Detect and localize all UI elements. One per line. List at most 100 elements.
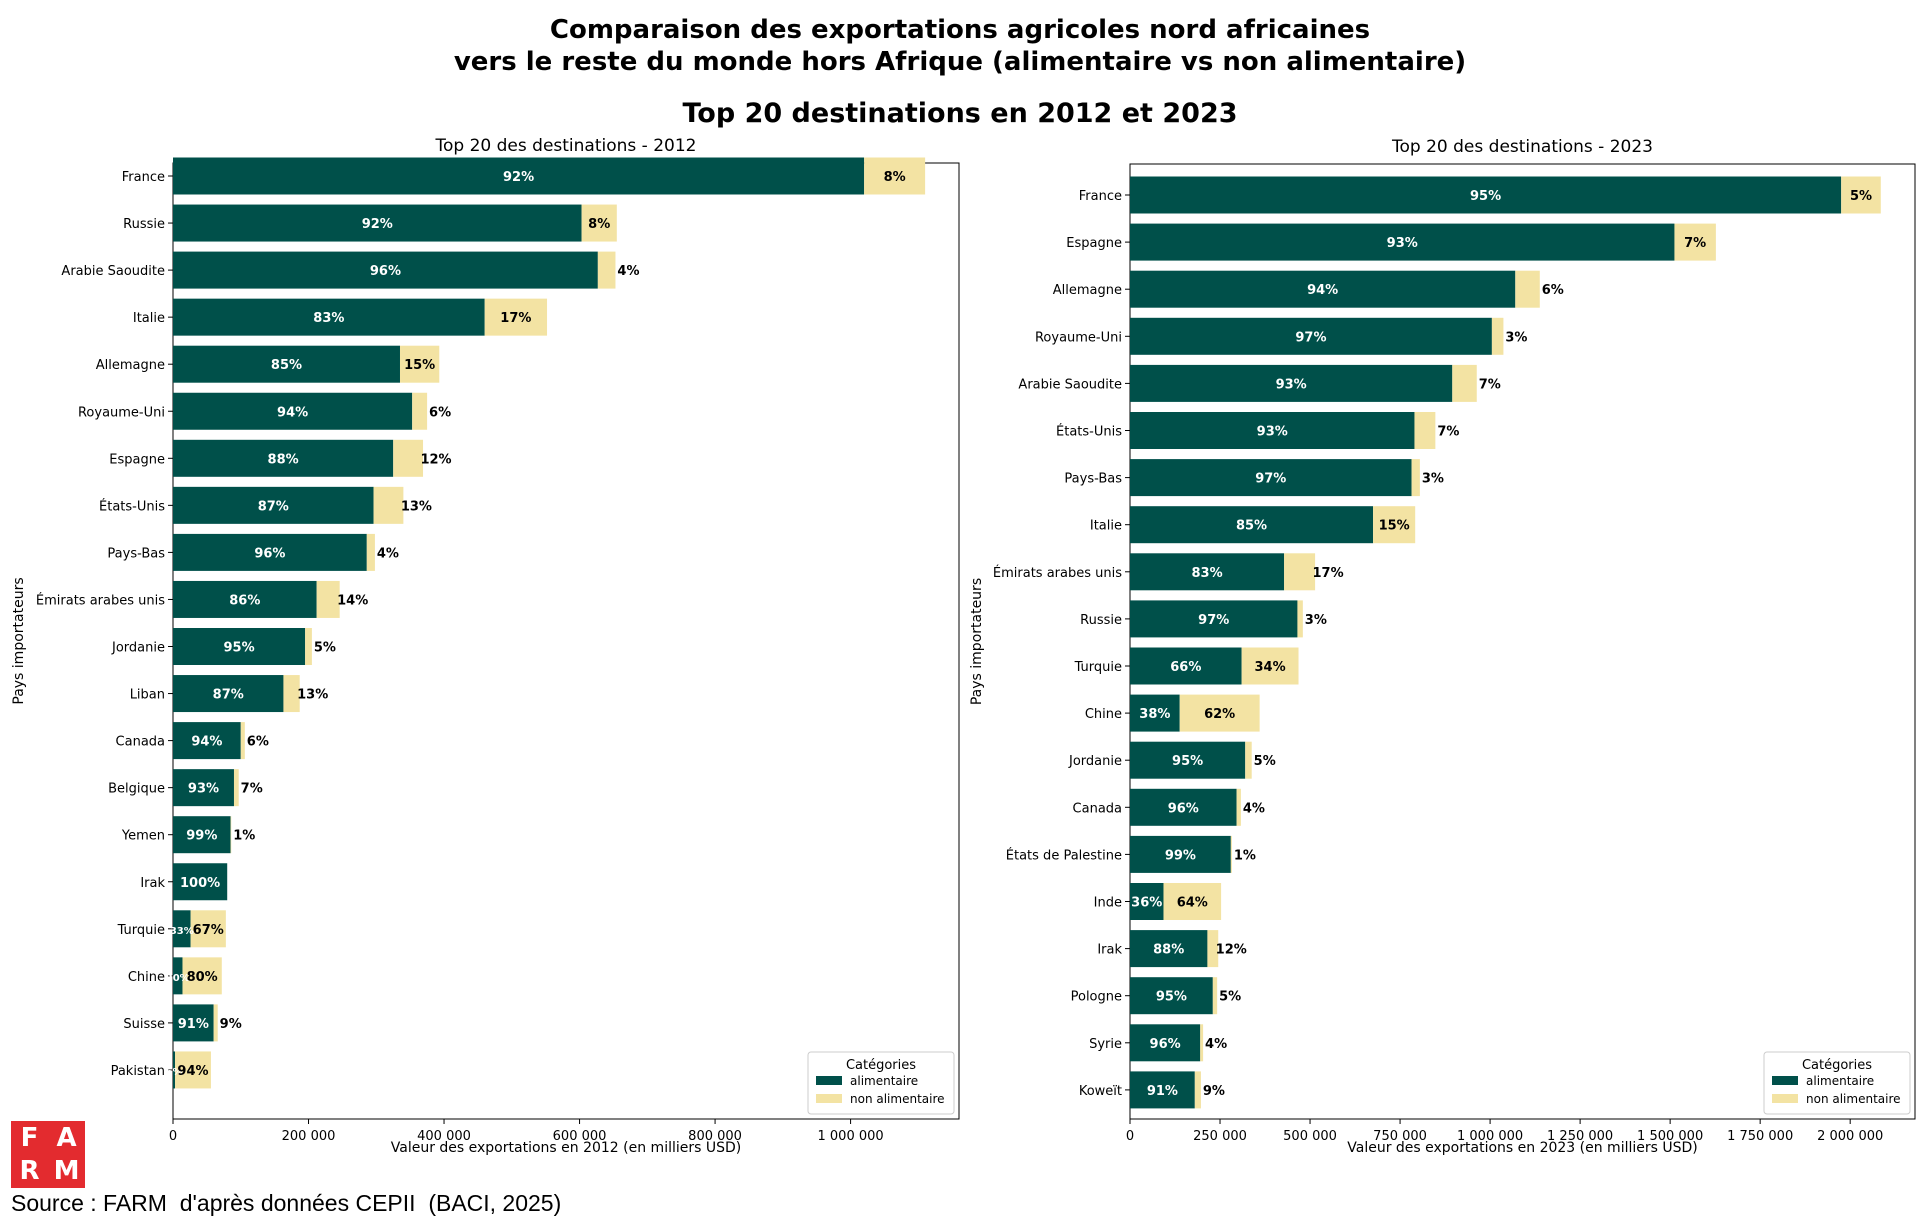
bar-alimentaire: [173, 392, 413, 430]
plot-frame: [1129, 163, 1916, 1120]
data-label-non-alimentaire: 7%: [1684, 236, 1706, 251]
x-tick-label: 2 000 000: [1817, 1129, 1883, 1144]
data-label-non-alimentaire: 1%: [233, 829, 255, 844]
page-title: Comparaison des exportations agricoles n…: [0, 14, 1920, 78]
bar-non-alimentaire: [1674, 223, 1716, 261]
bar-alimentaire: [1130, 600, 1298, 638]
data-label-alimentaire: 85%: [1236, 519, 1267, 534]
data-label-alimentaire: 91%: [178, 1017, 209, 1032]
bar-non-alimentaire: [1179, 694, 1260, 732]
data-label-alimentaire: 95%: [224, 641, 255, 656]
y-tick-label: Allemagne: [96, 358, 165, 373]
x-tick-label: 750 000: [1373, 1129, 1427, 1144]
legend-title: Catégories: [846, 1058, 916, 1073]
y-tick-label: Inde: [1094, 896, 1122, 911]
y-tick-label: Chine: [1085, 707, 1122, 722]
y-tick-label: Chine: [128, 970, 165, 985]
data-label-alimentaire: 66%: [1170, 660, 1201, 675]
bar-alimentaire: [1130, 977, 1213, 1015]
bar-non-alimentaire: [1373, 506, 1416, 544]
data-label-non-alimentaire: 13%: [401, 499, 432, 514]
bar-non-alimentaire: [233, 769, 239, 807]
y-tick-label: Royaume-Uni: [78, 405, 165, 420]
data-label-alimentaire: 94%: [1307, 283, 1338, 298]
bar-alimentaire: [1130, 694, 1180, 732]
y-tick-label: Koweït: [1079, 1084, 1122, 1099]
data-label-non-alimentaire: 4%: [1205, 1037, 1227, 1052]
bar-non-alimentaire: [305, 628, 312, 665]
data-label-alimentaire: 94%: [191, 735, 222, 750]
data-label-alimentaire: 93%: [1276, 377, 1307, 392]
data-label-alimentaire: 83%: [313, 311, 344, 326]
data-label-alimentaire: 20%: [166, 973, 190, 984]
data-label-non-alimentaire: 14%: [337, 593, 368, 608]
data-label-alimentaire: 96%: [1150, 1037, 1181, 1052]
data-label-non-alimentaire: 3%: [1305, 613, 1327, 628]
data-label-alimentaire: 88%: [268, 452, 299, 467]
bar-non-alimentaire: [1212, 977, 1218, 1015]
data-label-non-alimentaire: 3%: [1505, 330, 1527, 345]
data-label-alimentaire: 83%: [1191, 566, 1222, 581]
bar-alimentaire: [1130, 930, 1208, 968]
bar-alimentaire: [1130, 553, 1285, 591]
x-tick-label: 0: [169, 1129, 177, 1144]
data-label-alimentaire: 6%: [166, 1067, 183, 1078]
legend-swatch-alimentaire: [1772, 1076, 1798, 1085]
bar-alimentaire: [173, 675, 284, 713]
data-label-alimentaire: 96%: [370, 264, 401, 279]
bar-non-alimentaire: [190, 910, 226, 948]
data-label-alimentaire: 99%: [186, 829, 217, 844]
bar-non-alimentaire: [399, 345, 440, 383]
data-label-non-alimentaire: 94%: [177, 1064, 208, 1079]
bar-alimentaire: [173, 1051, 176, 1089]
data-label-non-alimentaire: 15%: [1379, 519, 1410, 534]
y-tick-label: Royaume-Uni: [1035, 330, 1122, 345]
data-label-non-alimentaire: 3%: [1422, 472, 1444, 487]
x-tick-label: 250 000: [1193, 1129, 1247, 1144]
data-label-non-alimentaire: 8%: [884, 170, 906, 185]
bar-alimentaire: [173, 157, 865, 195]
data-label-non-alimentaire: 6%: [429, 405, 451, 420]
x-tick-label: 1 750 000: [1727, 1129, 1793, 1144]
data-label-non-alimentaire: 7%: [241, 782, 263, 797]
y-tick-label: Arabie Saoudite: [61, 264, 165, 279]
data-label-alimentaire: 99%: [1165, 848, 1196, 863]
y-tick-label: Allemagne: [1053, 283, 1122, 298]
bar-alimentaire: [173, 439, 394, 477]
y-tick-label: Yemen: [121, 829, 165, 844]
data-label-alimentaire: 36%: [1131, 896, 1162, 911]
data-label-alimentaire: 97%: [1198, 613, 1229, 628]
bar-non-alimentaire: [1245, 741, 1252, 779]
bar-non-alimentaire: [373, 486, 404, 524]
x-tick-label: 800 000: [688, 1129, 742, 1144]
data-label-alimentaire: 93%: [1387, 236, 1418, 251]
bar-non-alimentaire: [283, 675, 300, 713]
bar-alimentaire: [173, 957, 183, 995]
data-label-alimentaire: 93%: [1257, 425, 1288, 440]
bar-non-alimentaire: [230, 816, 232, 854]
chart-title: Top 20 des destinations - 2012: [435, 136, 697, 156]
y-tick-label: Émirats arabes unis: [993, 565, 1122, 581]
y-tick-label: Jordanie: [1068, 754, 1122, 769]
data-label-alimentaire: 33%: [170, 926, 194, 937]
x-tick-label: 1 000 000: [818, 1129, 884, 1144]
bar-alimentaire: [1130, 317, 1492, 355]
data-label-non-alimentaire: 64%: [1177, 896, 1208, 911]
bar-non-alimentaire: [1200, 1024, 1204, 1062]
data-label-alimentaire: 92%: [503, 170, 534, 185]
bar-non-alimentaire: [240, 722, 245, 760]
data-label-alimentaire: 85%: [271, 358, 302, 373]
bar-non-alimentaire: [597, 251, 616, 289]
data-label-non-alimentaire: 5%: [1219, 990, 1241, 1005]
y-axis-label: Pays importateurs: [969, 578, 985, 705]
bar-non-alimentaire: [1414, 412, 1436, 449]
bar-non-alimentaire: [1284, 553, 1316, 591]
data-label-non-alimentaire: 5%: [314, 641, 336, 656]
legend-box: [807, 1051, 955, 1115]
bar-alimentaire: [173, 298, 485, 336]
bar-non-alimentaire: [484, 298, 548, 336]
y-tick-label: Irak: [140, 876, 165, 891]
x-tick-label: 600 000: [553, 1129, 607, 1144]
data-label-alimentaire: 88%: [1153, 943, 1184, 958]
